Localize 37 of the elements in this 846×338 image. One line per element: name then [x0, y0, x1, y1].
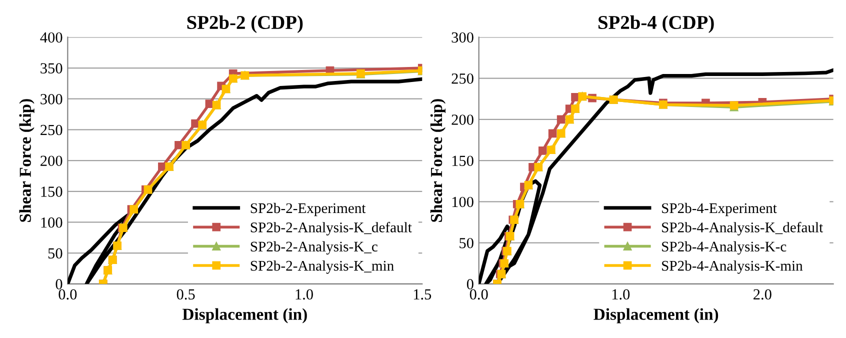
- legend-label: SP2b-2-Experiment: [250, 202, 366, 216]
- y-tick-label: 300: [40, 94, 62, 104]
- legend-label: SP2b-2-Analysis-K_c: [250, 241, 378, 255]
- chart-title: SP2b-2 (CDP): [187, 15, 303, 33]
- y-tick-label: 150: [452, 156, 474, 166]
- x-axis-title: Displacement (in): [594, 308, 718, 324]
- y-tick-label: 400: [40, 32, 62, 43]
- y-tick-label: 0: [56, 279, 62, 290]
- y-tick-label: 50: [48, 248, 62, 259]
- legend-label: SP2b-4-Analysis-K-min: [662, 260, 803, 274]
- y-axis-title: Shear Force (kip): [19, 99, 34, 222]
- legend-label: SP2b-2-Analysis-K_min: [250, 260, 394, 274]
- legend-label: SP2b-4-Experiment: [662, 202, 777, 216]
- y-tick-label: 100: [41, 217, 62, 228]
- y-tick-label: 350: [40, 63, 62, 74]
- legend-label: SP2b-4-Analysis-K-c: [662, 241, 786, 255]
- chart-title: SP2b-4 (CDP): [598, 15, 714, 33]
- legend-label: SP2b-2-Analysis-K_default: [250, 222, 412, 236]
- y-tick-label: 250: [40, 124, 62, 136]
- y-tick-label: 0: [466, 279, 474, 290]
- x-tick-label: 2.0: [754, 289, 772, 300]
- x-tick-label: 0.0: [470, 289, 488, 300]
- legend-label: SP2b-4-Analysis-K_default: [662, 222, 824, 236]
- y-tick-label: 250: [452, 73, 474, 84]
- y-tick-label: 150: [41, 186, 62, 197]
- x-tick-label: 0.5: [176, 289, 195, 300]
- y-axis-title: Shear Force (kip): [430, 99, 446, 222]
- x-tick-label: 0.0: [58, 289, 77, 300]
- y-tick-label: 300: [452, 32, 474, 43]
- y-tick-label: 200: [452, 114, 474, 125]
- x-tick-label: 1.0: [296, 289, 313, 300]
- y-tick-label: 50: [460, 238, 474, 248]
- x-axis-title: Displacement (in): [182, 308, 307, 324]
- x-tick-label: 1.0: [612, 289, 630, 300]
- x-tick-label: 1.5: [414, 289, 432, 300]
- y-tick-label: 100: [452, 196, 474, 208]
- y-tick-label: 200: [40, 156, 62, 166]
